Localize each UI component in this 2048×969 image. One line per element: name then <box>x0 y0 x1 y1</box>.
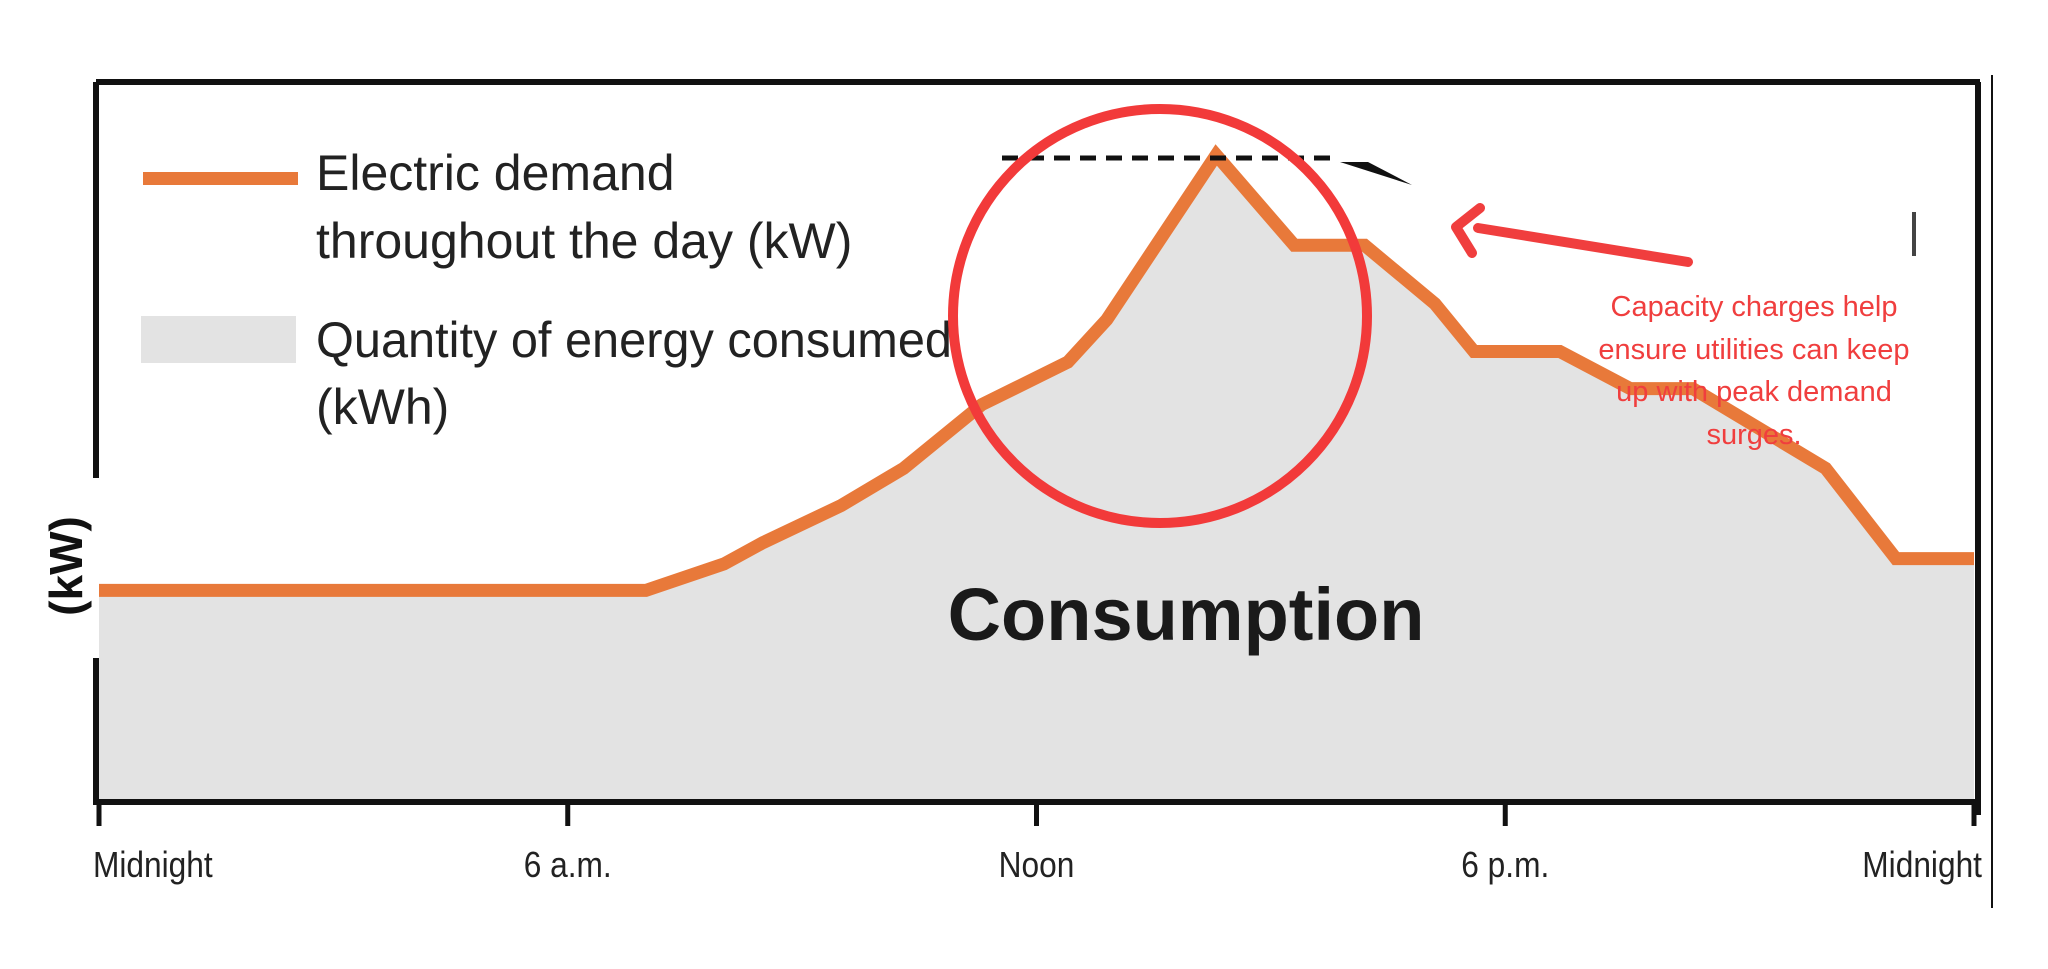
y-axis-label: (kW) <box>40 516 92 616</box>
legend-line-swatch <box>143 172 298 185</box>
legend-demand-line1: Electric demand <box>316 145 675 201</box>
x-tick-label: Midnight <box>93 845 213 885</box>
annotation-line-4: surges. <box>1706 419 1801 451</box>
legend-area-swatch <box>141 316 296 363</box>
annotation-line-2: ensure utilities can keep <box>1598 334 1909 366</box>
annotation-arrow-shaft <box>1473 223 1693 267</box>
peak-highlight-circle <box>948 104 1372 528</box>
annotation-arrowhead <box>1451 203 1485 258</box>
annotation-line-1: Capacity charges help <box>1611 291 1898 323</box>
x-tick-label: 6 a.m. <box>524 845 612 885</box>
x-tick-label: Midnight <box>1862 845 1982 885</box>
x-axis-ticks: Midnight 6 a.m. Noon 6 p.m. Midnight <box>93 802 1983 885</box>
annotation-line-3: up with peak demand <box>1616 376 1892 408</box>
legend-energy-line1: Quantity of energy consumed <box>316 312 952 368</box>
demand-line <box>99 144 1974 597</box>
x-tick-label: 6 p.m. <box>1461 845 1549 885</box>
consumption-label: Consumption <box>948 573 1425 656</box>
peak-arrowhead <box>1340 162 1412 185</box>
annotation-text: Capacity charges help ensure utilities c… <box>1598 291 1909 451</box>
legend-demand-line2: throughout the day (kW) <box>316 213 852 269</box>
legend-energy-line2: (kWh) <box>316 379 449 435</box>
x-tick-label: Noon <box>999 845 1075 885</box>
